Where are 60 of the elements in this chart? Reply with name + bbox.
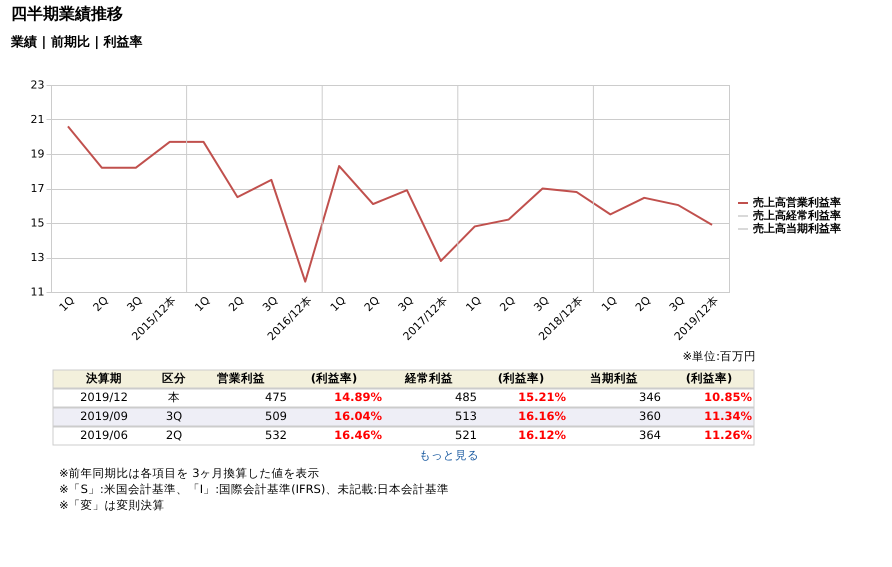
text: (利益率) <box>498 371 544 385</box>
line-series <box>66 125 714 283</box>
y-tick-label: 11 <box>30 286 44 298</box>
text: 2019/06 <box>80 428 128 442</box>
text: 2019/12 <box>80 390 128 404</box>
text: (利益率) <box>686 371 732 385</box>
text: 346 <box>639 390 661 404</box>
x-tick-label: 1Q <box>599 294 620 314</box>
text: 521 <box>455 428 477 442</box>
text: 営業利益 <box>217 371 265 385</box>
chart-title: 四半期業績推移 <box>11 4 123 23</box>
legend-label: 売上高経常利益率 <box>753 209 841 222</box>
x-tick-label: 1Q <box>56 294 78 314</box>
text: 14.89% <box>334 390 382 404</box>
x-tick-label: 2Q <box>632 294 654 314</box>
text: 当期利益 <box>590 371 638 385</box>
text: 485 <box>455 390 477 404</box>
text: 本 <box>168 390 180 404</box>
x-tick-label: 2Q <box>226 294 247 314</box>
x-tick-label: 1Q <box>192 294 213 314</box>
text: 経常利益 <box>404 371 453 385</box>
text: 区分 <box>162 371 187 385</box>
chart-subtitle: 業績 | 前期比 | 利益率 <box>10 34 143 50</box>
x-tick-label: 2Q <box>90 294 112 314</box>
text: 513 <box>455 409 477 423</box>
text: 3Q <box>166 409 182 423</box>
text: 2Q <box>166 428 182 442</box>
text: 360 <box>639 409 661 423</box>
text: もっと見る <box>419 448 479 462</box>
x-tick-label: 2Q <box>362 294 382 314</box>
text: 決算期 <box>85 371 122 385</box>
text: 2019/09 <box>80 409 128 423</box>
x-tick-label: 1Q <box>328 294 348 314</box>
text: ※「変」は変則決算 <box>59 498 165 512</box>
x-tick-label: 1Q <box>463 294 484 314</box>
text: (利益率) <box>310 371 358 385</box>
x-tick-label: 2Q <box>497 294 518 314</box>
text: 10.85% <box>704 390 752 404</box>
text: 16.16% <box>518 409 566 423</box>
legend-label: 売上高営業利益率 <box>753 196 841 209</box>
y-tick-label: 15 <box>30 216 44 230</box>
text: 475 <box>265 390 287 404</box>
text: 16.46% <box>334 428 382 442</box>
y-tick-label: 13 <box>30 251 44 264</box>
text: 509 <box>265 409 287 423</box>
text: 11.26% <box>704 428 752 442</box>
text: 532 <box>265 428 287 442</box>
text: 364 <box>639 428 661 442</box>
text: ※「S」:米国会計基準、「I」:国際会計基準(IFRS)、未記載:日本会計基準 <box>59 482 450 496</box>
legend-label: 売上高当期利益率 <box>753 222 841 235</box>
text: 15.21% <box>518 390 566 404</box>
text: ※前年同期比は各項目を 3ヶ月換算した値を表示 <box>59 466 320 480</box>
y-tick-label: 19 <box>30 148 44 160</box>
text: 11.34% <box>704 409 752 423</box>
text: ※単位:百万円 <box>682 349 756 363</box>
y-tick-label: 21 <box>30 113 44 126</box>
y-tick-label: 17 <box>30 182 44 195</box>
y-tick-label: 23 <box>30 78 44 92</box>
text: 16.04% <box>334 409 382 423</box>
text: 16.12% <box>518 428 566 442</box>
